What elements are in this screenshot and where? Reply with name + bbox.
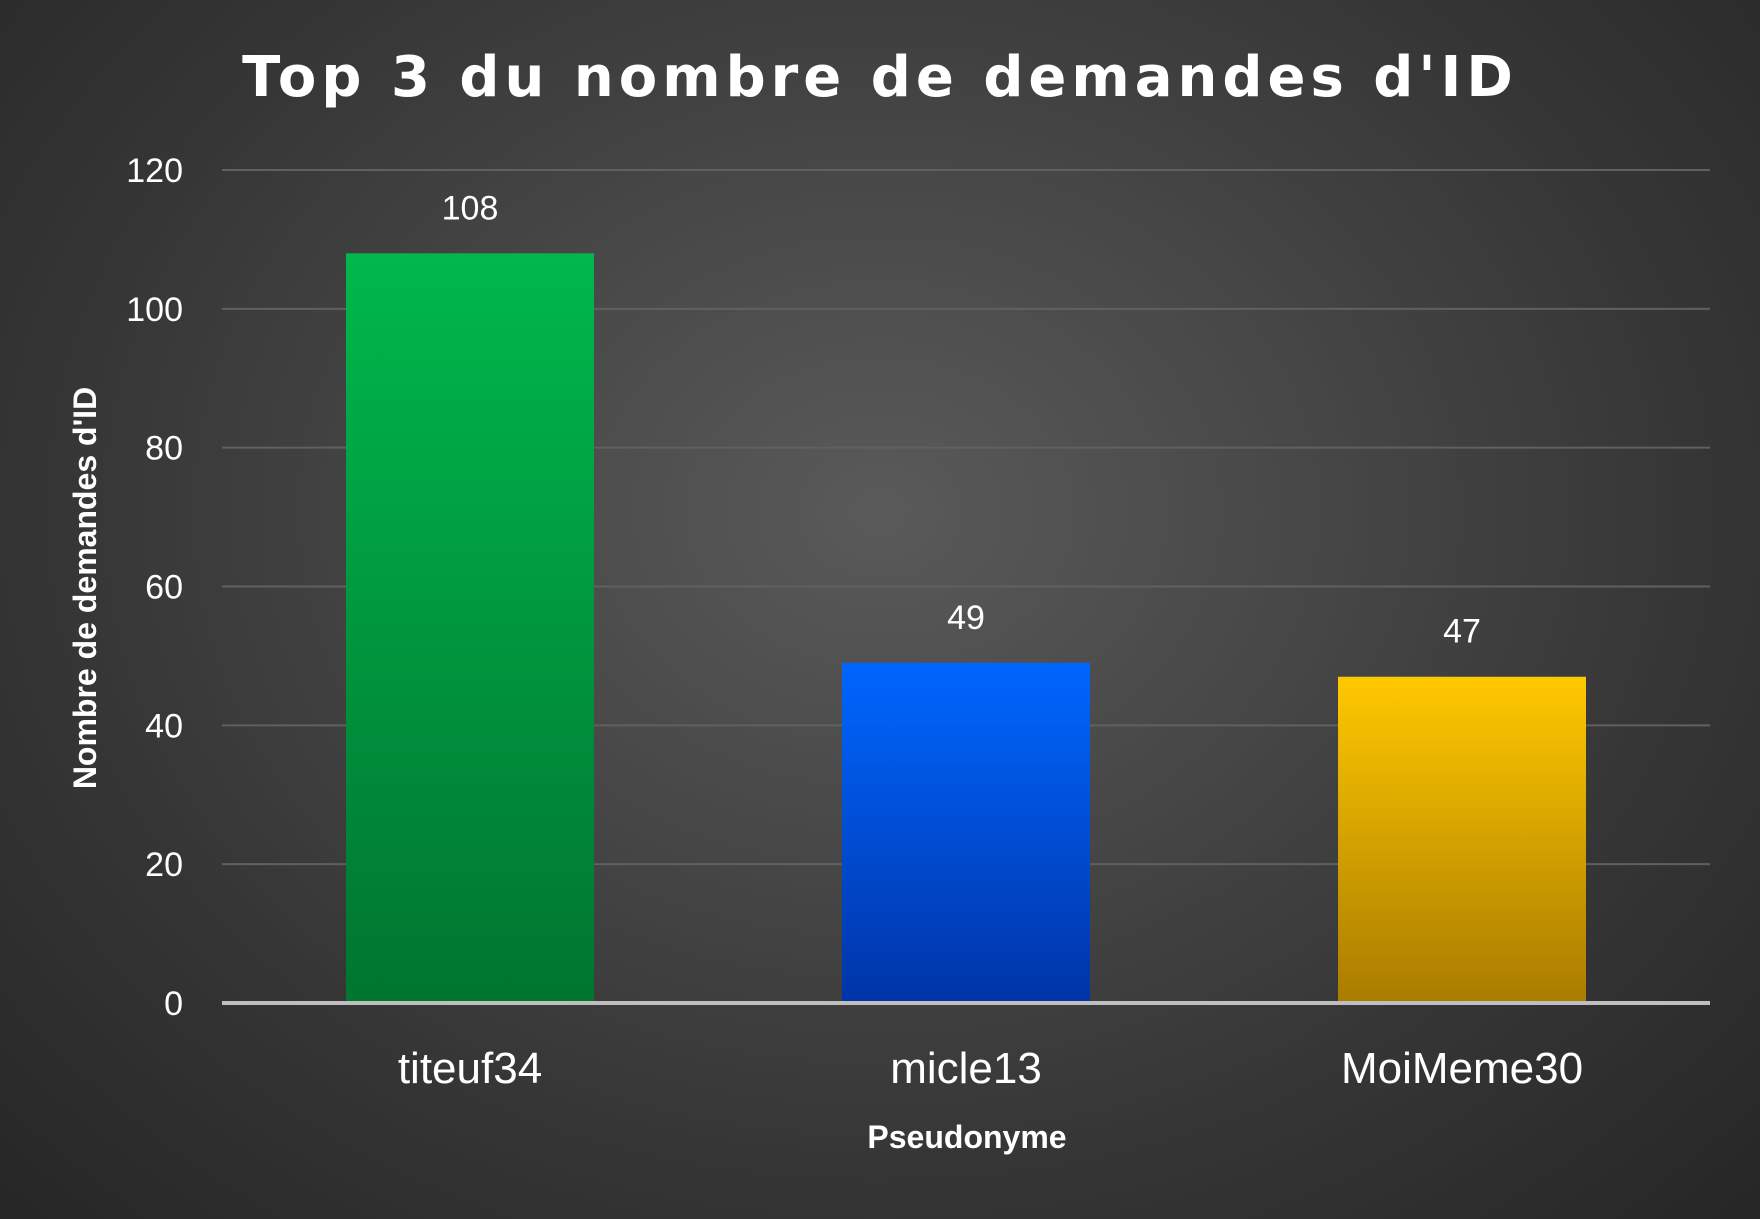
bar [346, 253, 594, 1004]
bar [1338, 676, 1586, 1003]
y-tick-label: 80 [145, 430, 183, 468]
y-tick-label: 120 [126, 152, 183, 190]
y-axis-ticks: 0 20 40 60 80 100 120 [126, 152, 183, 1023]
y-axis-title: Nombre de demandes d'ID [67, 387, 103, 789]
data-labels: 108 49 47 [442, 189, 1481, 650]
y-tick-label: 60 [145, 569, 183, 607]
data-label: 47 [1443, 613, 1481, 651]
bar [842, 662, 1090, 1003]
y-tick-label: 100 [126, 291, 183, 329]
bars [346, 253, 1586, 1004]
data-label: 49 [947, 599, 985, 637]
x-axis-categories: titeuf34 micle13 MoiMeme30 [398, 1044, 1583, 1093]
y-tick-label: 0 [164, 985, 183, 1023]
y-tick-label: 20 [145, 846, 183, 884]
data-label: 108 [442, 189, 499, 227]
x-axis-title: Pseudonyme [867, 1119, 1066, 1155]
x-category-label: MoiMeme30 [1341, 1044, 1583, 1093]
x-category-label: titeuf34 [398, 1044, 542, 1093]
x-category-label: micle13 [890, 1044, 1042, 1093]
chart-title: Top 3 du nombre de demandes d'ID [242, 45, 1518, 110]
y-tick-label: 40 [145, 707, 183, 745]
